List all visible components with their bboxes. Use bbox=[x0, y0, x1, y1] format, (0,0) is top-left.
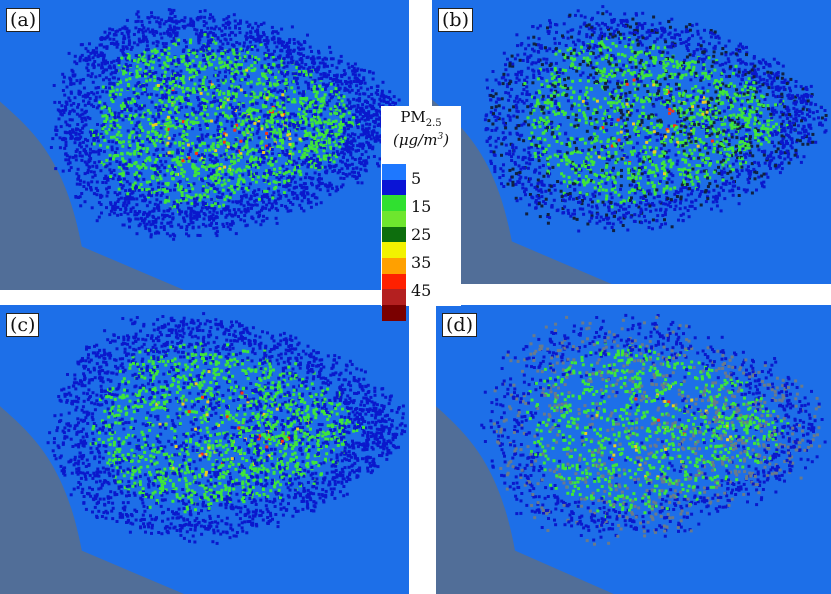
colorbar-swatch bbox=[382, 164, 406, 180]
coastline-land bbox=[436, 406, 614, 594]
colorbar-swatch bbox=[382, 257, 406, 274]
colorbar-swatch bbox=[382, 226, 406, 243]
pm25-map-b bbox=[432, 5, 828, 284]
colorbar-swatch bbox=[382, 195, 406, 211]
coastline-land bbox=[432, 99, 612, 284]
panel-label-d: (d) bbox=[442, 313, 477, 337]
panel-label-a: (a) bbox=[6, 8, 41, 32]
coastline-land bbox=[0, 406, 185, 594]
colorbar-ticks: 5 15 25 35 45 bbox=[411, 164, 461, 305]
panel-label-b: (b) bbox=[438, 8, 473, 32]
colorbar-tick-label: 15 bbox=[411, 197, 432, 216]
pm25-colorbar: PM2.5 (μg/m3) 5 15 25 35 45 bbox=[381, 106, 461, 321]
map-panel-a: (a) bbox=[0, 0, 409, 290]
pm25-map-a bbox=[0, 8, 407, 290]
colorbar-tick-label: 45 bbox=[411, 281, 432, 300]
pm25-map-d bbox=[436, 313, 827, 594]
colorbar-swatch bbox=[382, 273, 406, 290]
colorbar-title: PM2.5 bbox=[400, 108, 442, 129]
colorbar-scale bbox=[382, 164, 406, 321]
panel-label-c: (c) bbox=[6, 313, 40, 337]
colorbar-swatch bbox=[382, 242, 406, 258]
colorbar-swatch bbox=[382, 289, 406, 305]
map-panel-b: (b) bbox=[432, 0, 831, 284]
colorbar-tick-label: 35 bbox=[411, 253, 432, 272]
colorbar-tick-label: 25 bbox=[411, 225, 432, 244]
colorbar-unit: (μg/m3) bbox=[392, 131, 450, 149]
coastline-land bbox=[0, 101, 185, 290]
pm25-map-c bbox=[0, 312, 407, 594]
colorbar-swatch bbox=[382, 304, 406, 321]
colorbar-tick-label: 5 bbox=[411, 169, 422, 188]
colorbar-swatch bbox=[382, 179, 406, 196]
colorbar-swatch bbox=[382, 210, 406, 227]
map-panel-c: (c) bbox=[0, 305, 409, 594]
map-panel-d: (d) bbox=[436, 305, 831, 594]
